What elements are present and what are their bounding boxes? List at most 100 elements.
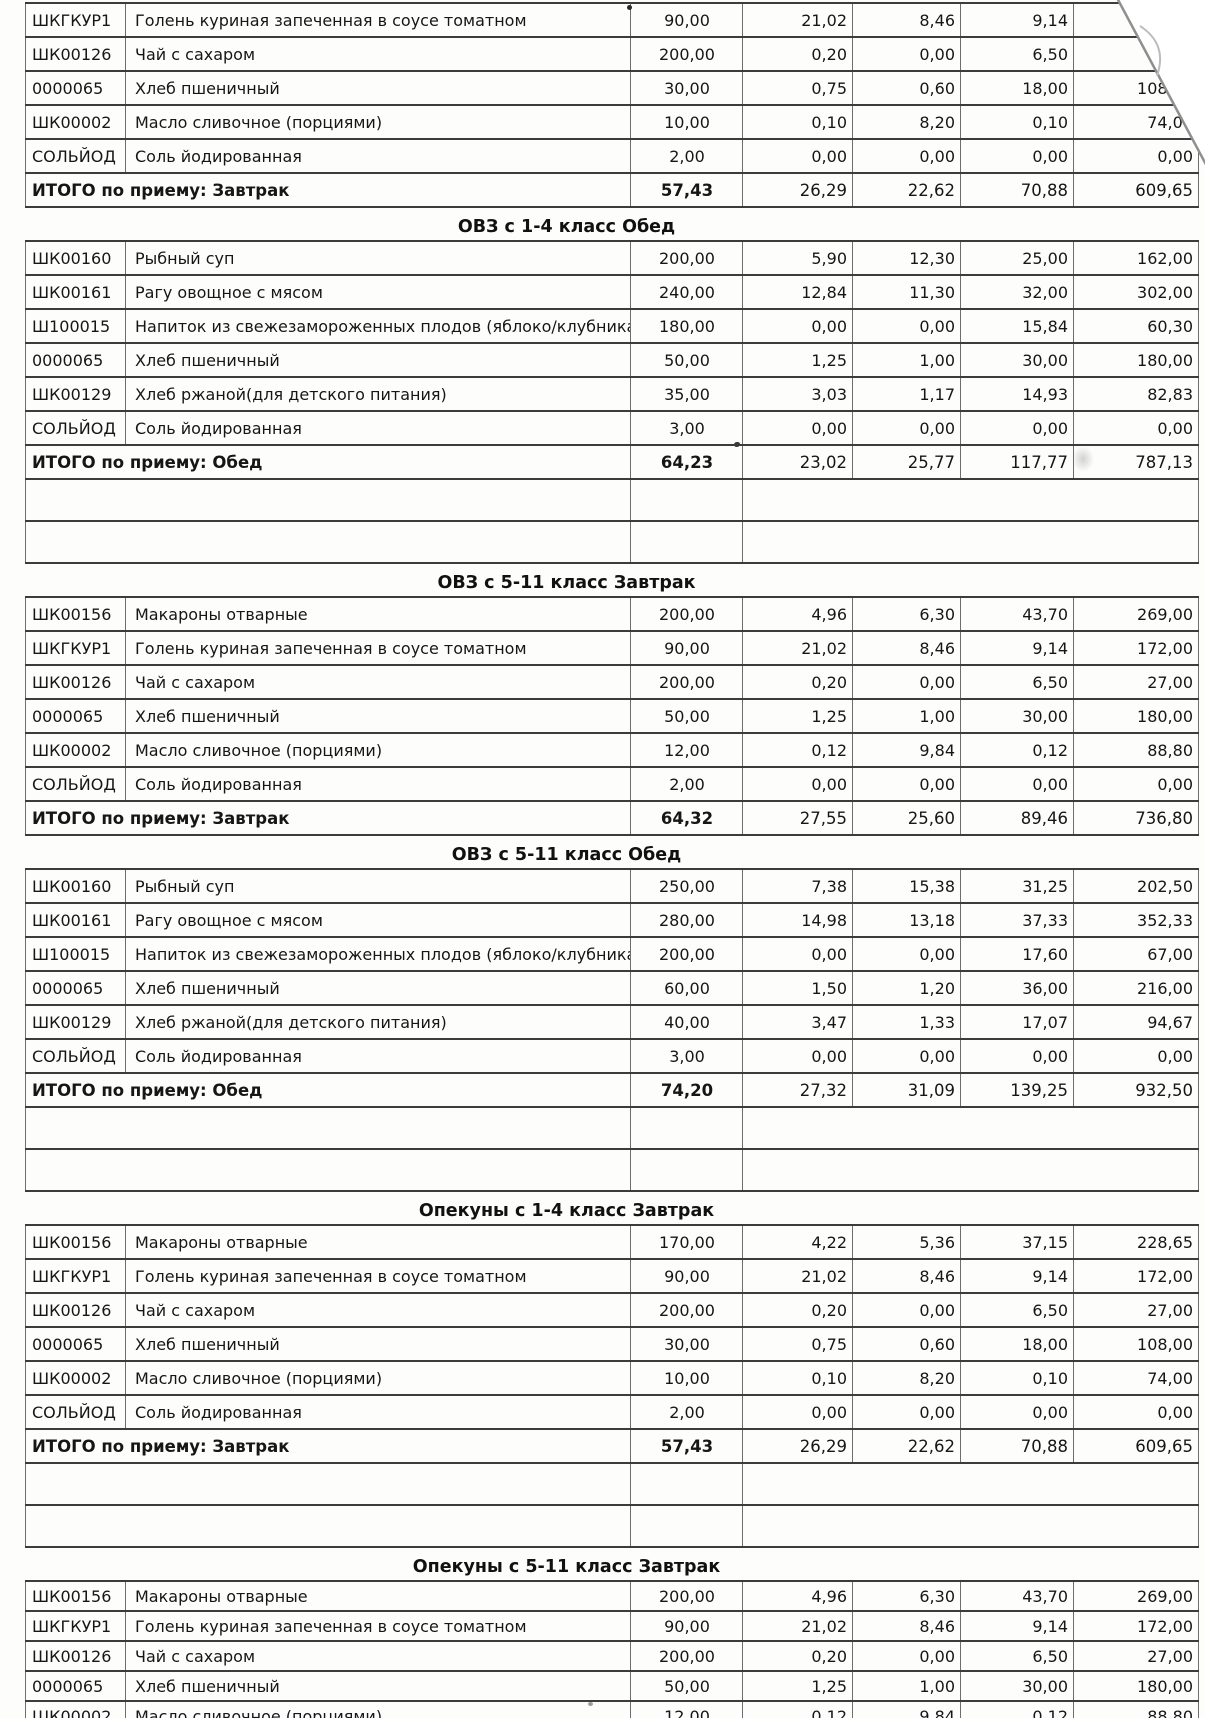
item-carbs-cell: 30,00 — [960, 698, 1074, 733]
empty-cell — [25, 1462, 631, 1505]
item-name-cell: Макароны отварные — [125, 596, 631, 631]
item-name-text: Соль йодированная — [135, 1402, 302, 1422]
item-fat-cell: 1,33 — [852, 1004, 961, 1039]
item-code-cell: ШК00156 — [25, 596, 126, 631]
item-weight-cell: 60,00 — [630, 970, 743, 1005]
empty-cell — [742, 1504, 1199, 1547]
menu-item-row: ШК00156 Макароны отварные 200,00 4,96 6,… — [25, 1580, 1199, 1611]
empty-cell — [25, 520, 631, 563]
item-weight-cell: 3,00 — [630, 1038, 743, 1073]
item-fat-cell: 1,00 — [852, 342, 961, 377]
item-name-cell: Голень куриная запеченная в соусе томатн… — [125, 2, 631, 37]
item-fat-cell: 0,00 — [852, 664, 961, 699]
item-protein-cell: 0,20 — [742, 36, 853, 71]
item-name-cell: Соль йодированная — [125, 1038, 631, 1073]
item-name-text: Хлеб пшеничный — [135, 1676, 280, 1696]
menu-item-row: СОЛЬЙОД Соль йодированная 2,00 0,00 0,00… — [25, 138, 1199, 173]
item-weight-cell: 200,00 — [630, 36, 743, 71]
item-name-cell: Чай с сахаром — [125, 664, 631, 699]
menu-item-row: ШК00126 Чай с сахаром 200,00 0,20 0,00 6… — [25, 1640, 1199, 1671]
item-carbs-cell: 9,14 — [960, 1610, 1074, 1641]
menu-item-row: ШКГКУР1 Голень куриная запеченная в соус… — [25, 2, 1199, 37]
menu-item-row: ШК00002 Масло сливочное (порциями) 12,00… — [25, 1700, 1199, 1718]
item-kcal-cell: 0,00 — [1073, 410, 1199, 445]
empty-spacer-row — [25, 520, 1199, 563]
item-name-cell: Соль йодированная — [125, 766, 631, 801]
item-fat-cell: 9,84 — [852, 1700, 961, 1718]
meal-total-row: ИТОГО по приему: Завтрак 64,32 27,55 25,… — [25, 800, 1199, 835]
total-kcal-cell: 932,50 — [1073, 1072, 1199, 1107]
item-kcal-cell: 172,00 — [1073, 1258, 1199, 1293]
menu-item-row: ШК00129 Хлеб ржаной(для детского питания… — [25, 376, 1199, 411]
menu-table: ШК00156 Макароны отварные 200,00 4,96 6,… — [25, 596, 1199, 836]
item-fat-cell: 8,46 — [852, 630, 961, 665]
item-kcal-cell: 180,00 — [1073, 342, 1199, 377]
item-weight-cell: 200,00 — [630, 664, 743, 699]
empty-cell — [25, 1106, 631, 1149]
item-code-cell: СОЛЬЙОД — [25, 766, 126, 801]
item-code-cell: ШК00161 — [25, 902, 126, 937]
item-kcal-cell: 108,00 — [1073, 1326, 1199, 1361]
empty-cell — [630, 478, 743, 521]
total-carbs-cell: 70,88 — [960, 172, 1074, 207]
item-kcal-cell: 82,83 — [1073, 376, 1199, 411]
total-weight-cell: 74,20 — [630, 1072, 743, 1107]
item-code-cell: ШК00002 — [25, 1360, 126, 1395]
item-name-cell: Рагу овощное с мясом — [125, 274, 631, 309]
item-name-text: Хлеб пшеничный — [135, 78, 280, 98]
item-fat-cell: 0,60 — [852, 70, 961, 105]
item-carbs-cell: 43,70 — [960, 596, 1074, 631]
item-name-cell: Хлеб пшеничный — [125, 342, 631, 377]
item-carbs-cell: 6,50 — [960, 664, 1074, 699]
item-fat-cell: 1,20 — [852, 970, 961, 1005]
item-code-cell: 0000065 — [25, 1670, 126, 1701]
item-protein-cell: 0,75 — [742, 70, 853, 105]
item-kcal-cell: 108,00 — [1073, 70, 1199, 105]
item-name-cell: Хлеб пшеничный — [125, 70, 631, 105]
item-kcal-cell: 0,00 — [1073, 1038, 1199, 1073]
menu-section: Опекуны с 1-4 класс Завтрак ШК00156 Мака… — [0, 1200, 1205, 1548]
item-name-cell: Хлеб пшеничный — [125, 970, 631, 1005]
item-fat-cell: 1,00 — [852, 698, 961, 733]
empty-cell — [630, 1106, 743, 1149]
item-weight-cell: 200,00 — [630, 240, 743, 275]
item-protein-cell: 1,25 — [742, 342, 853, 377]
menu-item-row: ШК00126 Чай с сахаром 200,00 0,20 0,00 6… — [25, 36, 1199, 71]
empty-spacer-row — [25, 1148, 1199, 1191]
item-kcal-cell: 88,80 — [1073, 1700, 1199, 1718]
item-protein-cell: 0,10 — [742, 1360, 853, 1395]
item-name-text: Голень куриная запеченная в соусе томатн… — [135, 638, 527, 658]
item-name-cell: Чай с сахаром — [125, 36, 631, 71]
item-name-text: Масло сливочное (порциями) — [135, 1706, 383, 1718]
total-carbs-cell: 70,88 — [960, 1428, 1074, 1463]
total-label-cell: ИТОГО по приему: Завтрак — [25, 172, 631, 207]
total-kcal-cell: 736,80 — [1073, 800, 1199, 835]
menu-item-row: СОЛЬЙОД Соль йодированная 3,00 0,00 0,00… — [25, 1038, 1199, 1073]
total-fat-cell: 31,09 — [852, 1072, 961, 1107]
menu-item-row: 0000065 Хлеб пшеничный 30,00 0,75 0,60 1… — [25, 70, 1199, 105]
empty-cell — [630, 1148, 743, 1191]
item-weight-cell: 10,00 — [630, 104, 743, 139]
item-kcal-cell: 60,30 — [1073, 308, 1199, 343]
item-fat-cell: 0,00 — [852, 410, 961, 445]
total-fat-cell: 22,62 — [852, 1428, 961, 1463]
item-code-cell: ШК00129 — [25, 376, 126, 411]
item-name-cell: Хлеб ржаной(для детского питания) — [125, 376, 631, 411]
item-fat-cell: 8,20 — [852, 1360, 961, 1395]
item-code-cell: 0000065 — [25, 1326, 126, 1361]
item-kcal-cell: 0,00 — [1073, 766, 1199, 801]
item-carbs-cell: 32,00 — [960, 274, 1074, 309]
item-fat-cell: 0,00 — [852, 36, 961, 71]
item-carbs-cell: 6,50 — [960, 1640, 1074, 1671]
meal-total-row: ИТОГО по приему: Завтрак 57,43 26,29 22,… — [25, 1428, 1199, 1463]
total-kcal-cell: 609,65 — [1073, 1428, 1199, 1463]
item-protein-cell: 12,84 — [742, 274, 853, 309]
item-protein-cell: 0,00 — [742, 308, 853, 343]
item-carbs-cell: 0,10 — [960, 104, 1074, 139]
item-protein-cell: 0,00 — [742, 766, 853, 801]
item-fat-cell: 9,84 — [852, 732, 961, 767]
item-protein-cell: 0,12 — [742, 1700, 853, 1718]
item-carbs-cell: 30,00 — [960, 342, 1074, 377]
empty-cell — [25, 478, 631, 521]
